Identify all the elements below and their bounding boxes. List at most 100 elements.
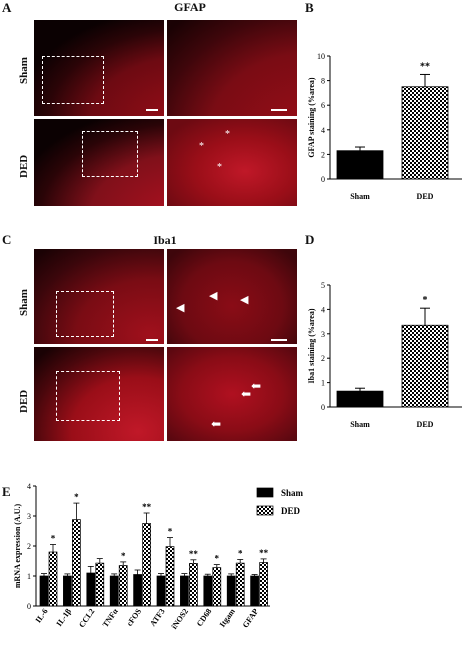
bar: [72, 519, 81, 607]
bar: [109, 575, 119, 607]
y-tick-label: 2: [27, 542, 31, 551]
panel-c-label: C: [2, 232, 12, 247]
x-tick-label: cFOS: [125, 607, 144, 628]
chart-d: 0 1 2 3 4 5 Iba1 staining (%area) Sham * DED: [307, 281, 462, 429]
y-tick-label: 3: [321, 330, 325, 339]
y-tick-label: 4: [27, 482, 31, 491]
bar: [336, 390, 384, 408]
panel-b-label: B: [305, 0, 314, 15]
chart-e: 0 1 2 3 4 mRNA expression (A.U.) * IL-6 * IL-1β CC…: [13, 482, 270, 631]
x-tick-label: TNFα: [101, 607, 120, 629]
bar: [235, 562, 245, 607]
bar: [39, 575, 49, 607]
bar: [156, 575, 166, 607]
bar: [250, 575, 259, 607]
bar: [336, 150, 384, 180]
significance-marker: *: [238, 549, 243, 559]
panel-a-title: GFAP: [174, 0, 206, 14]
panel-d-label: D: [305, 232, 315, 247]
panel-c-row-sham: Sham: [18, 289, 30, 316]
bar: [48, 551, 58, 607]
bar: [118, 565, 128, 607]
significance-marker: *: [168, 527, 173, 537]
asterisk-marker: *: [225, 129, 230, 140]
significance-marker: **: [189, 549, 199, 559]
bar: [165, 546, 175, 607]
significance-marker: **: [259, 548, 269, 558]
significance-marker: *: [423, 295, 428, 306]
y-axis-label: GFAP staining (%area): [307, 77, 316, 157]
zoom-region-box: [56, 291, 114, 337]
bar: [401, 86, 449, 180]
y-axis-label: mRNA expression (A.U.): [13, 504, 22, 589]
bar: [189, 563, 198, 607]
panel-a-label: A: [2, 0, 12, 15]
bar: [212, 567, 222, 607]
arrowhead-marker: ◀: [209, 290, 218, 302]
x-tick-label: CCL2: [77, 607, 96, 629]
y-tick-label: 4: [321, 305, 325, 314]
scale-bar: [271, 339, 287, 341]
x-tick-label: DED: [417, 420, 434, 429]
significance-marker: **: [142, 502, 152, 512]
y-tick-label: 3: [27, 512, 31, 521]
micrograph-iba1-ded-overview: [34, 347, 164, 441]
arrow-marker: ⬅: [241, 387, 252, 401]
micrograph-iba1-sham-zoom: ◀ ◀ ◀: [167, 249, 297, 344]
y-tick-label: 8: [321, 77, 325, 86]
bar: [133, 574, 142, 607]
bar: [203, 575, 213, 607]
bar: [259, 562, 268, 607]
arrowhead-marker: ◀: [176, 302, 185, 314]
significance-marker: *: [74, 492, 79, 502]
y-tick-label: 5: [321, 281, 325, 290]
micrograph-iba1-sham-overview: [34, 249, 164, 344]
x-tick-label: ATF3: [148, 607, 167, 628]
zoom-region-box: [82, 131, 138, 177]
y-axis-label: Iba1 staining (%area): [307, 308, 316, 383]
arrowhead-marker: ◀: [240, 294, 249, 306]
y-tick-label: 6: [321, 101, 325, 110]
y-tick-label: 0: [321, 175, 325, 184]
panel-c-row-ded: DED: [18, 389, 30, 413]
panel-e-label: E: [2, 484, 11, 499]
scale-bar: [146, 339, 158, 341]
x-tick-label: iNOS2: [170, 607, 190, 631]
micrograph-gfap-sham-zoom: [167, 20, 297, 116]
zoom-region-box: [56, 371, 120, 421]
arrow-marker: ⬅: [211, 417, 222, 431]
micrograph-gfap-sham-overview: [34, 20, 164, 116]
scale-bar: [271, 109, 287, 111]
panel-a-row-ded: DED: [18, 154, 30, 178]
y-tick-label: 0: [321, 403, 325, 412]
bar: [401, 324, 449, 408]
x-tick-label: Itgam: [218, 607, 237, 629]
chart-b: 0 2 4 6 8 10 GFAP staining (%area) Sham ** DED: [307, 52, 462, 201]
micrograph-gfap-ded-overview: [34, 119, 164, 206]
x-tick-label: DED: [417, 192, 434, 201]
y-tick-label: 0: [27, 602, 31, 611]
bar: [63, 575, 72, 607]
asterisk-marker: *: [217, 162, 222, 173]
scale-bar: [146, 109, 158, 111]
legend-label: DED: [281, 506, 301, 516]
y-tick-label: 2: [321, 354, 325, 363]
micrograph-gfap-ded-zoom: * * *: [167, 119, 297, 206]
y-tick-label: 1: [27, 572, 31, 581]
legend-swatch: [256, 487, 274, 498]
x-tick-label: IL-1β: [55, 607, 73, 628]
bar: [95, 562, 105, 607]
legend-label: Sham: [281, 488, 304, 498]
chart-e-legend: Sham DED: [256, 487, 304, 516]
legend-swatch: [256, 505, 274, 516]
bar: [180, 575, 189, 607]
x-tick-label: Sham: [350, 192, 370, 201]
bar: [142, 523, 151, 607]
y-tick-label: 1: [321, 379, 325, 388]
significance-marker: *: [121, 551, 126, 561]
panel-a-row-sham: Sham: [18, 57, 30, 84]
significance-marker: **: [420, 61, 430, 72]
x-tick-label: Sham: [350, 420, 370, 429]
asterisk-marker: *: [199, 141, 204, 152]
zoom-region-box: [42, 56, 104, 104]
